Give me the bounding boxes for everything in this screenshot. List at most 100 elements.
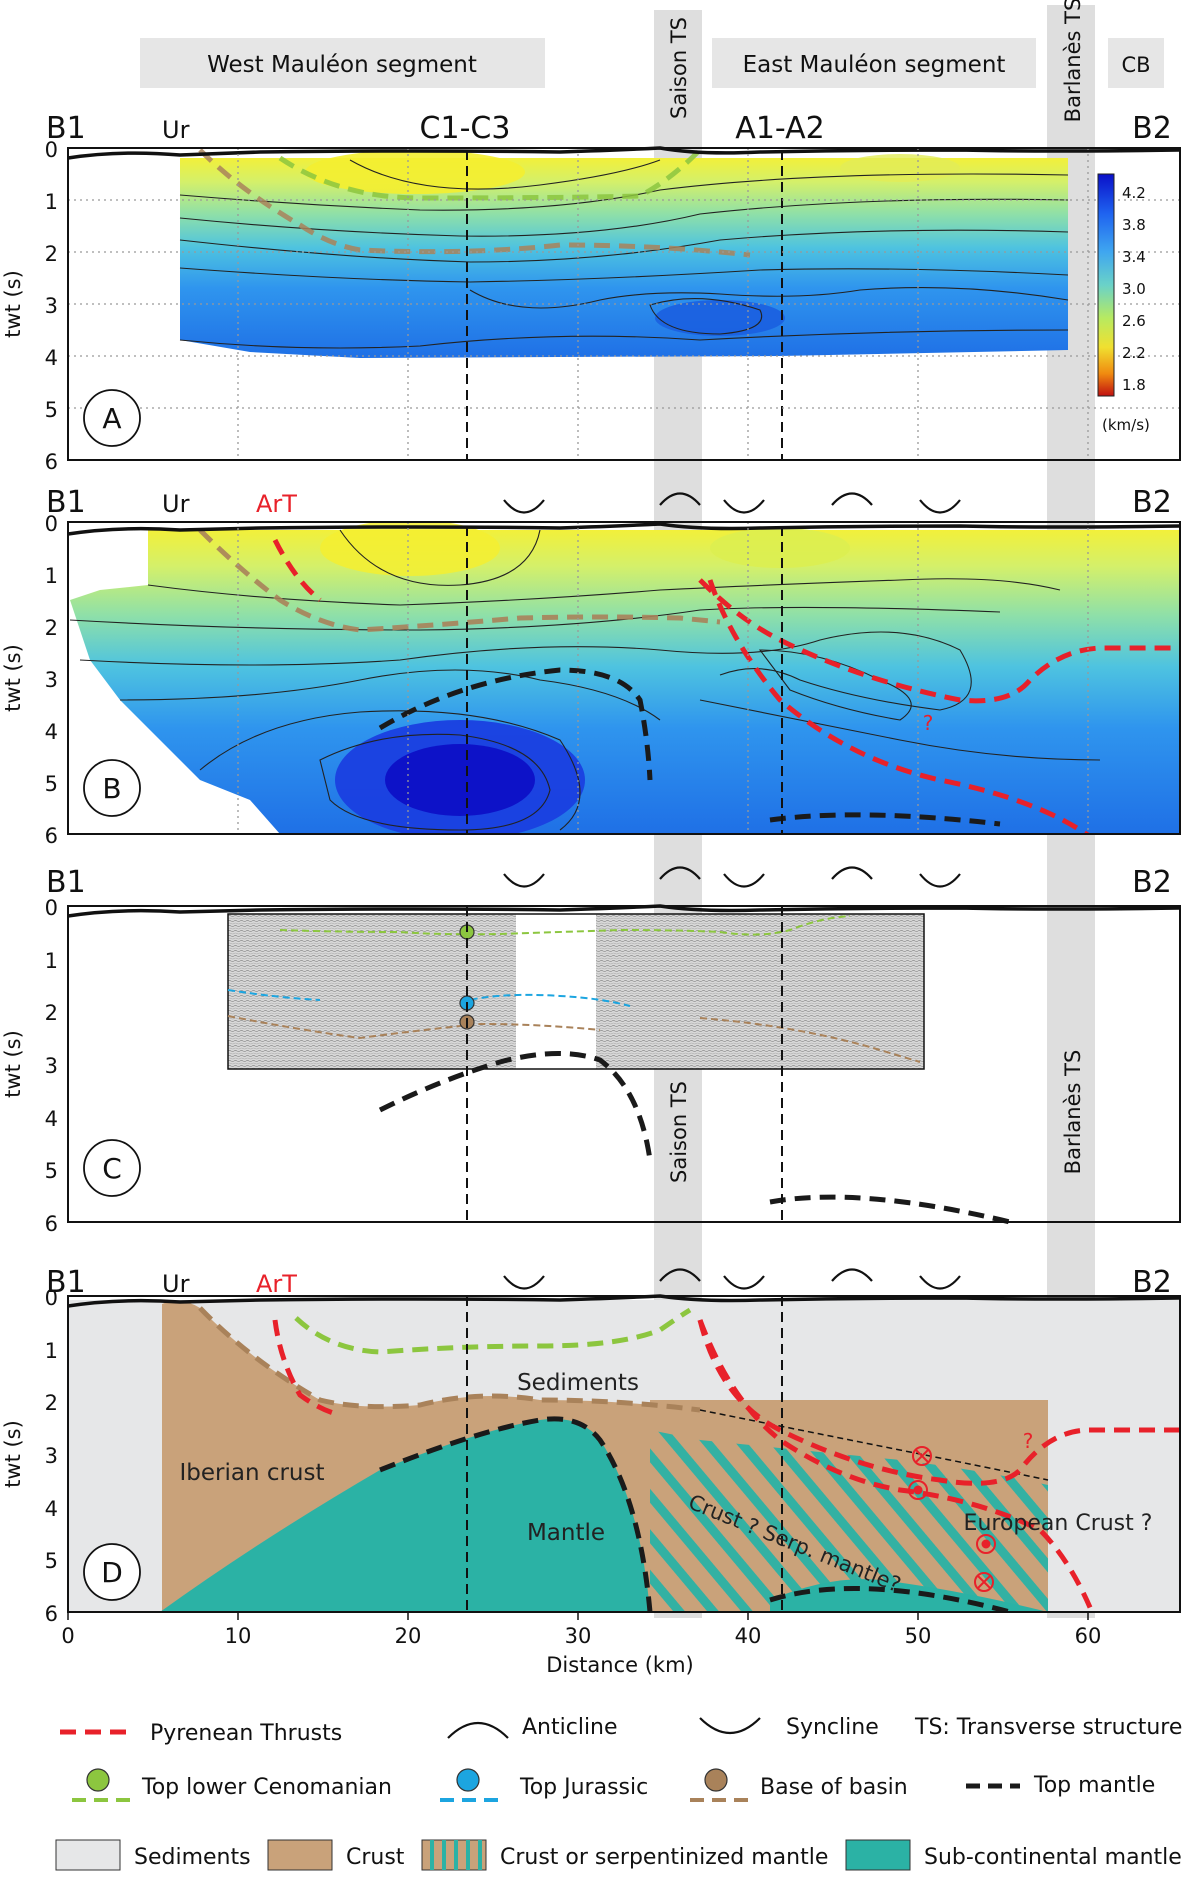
syncline-symbol — [503, 499, 545, 514]
contours-b — [69, 529, 1101, 831]
xtick-2: 20 — [395, 1624, 422, 1648]
anticline-symbol — [659, 866, 701, 880]
legend-jurassic: Top Jurassic — [519, 1775, 648, 1800]
ytick-b-2: 2 — [45, 616, 58, 640]
frame-a — [67, 147, 1181, 461]
top-mantle-c — [378, 1050, 653, 1161]
legend-cenomanian-dot — [86, 1768, 110, 1792]
legend-sediments-swatch — [55, 1839, 121, 1871]
topography-b — [67, 522, 1181, 536]
top-cenomanian-c — [279, 915, 851, 936]
anticline-symbol — [659, 492, 701, 506]
cb-tick-5: 2.2 — [1122, 344, 1146, 362]
syncline-symbol — [723, 1275, 765, 1290]
label-ur-d: Ur — [162, 1270, 190, 1298]
topography-a — [67, 146, 1181, 160]
ytick-c-3: 3 — [45, 1054, 58, 1078]
frame-b — [67, 521, 1181, 835]
legend: Pyrenean Thrusts Anticline Syncline TS: … — [55, 1715, 1182, 1871]
panel-a: B1 Ur C1-C3 A1-A2 B2 — [46, 111, 1181, 461]
legend-sediments: Sediments — [134, 1845, 251, 1870]
xtick-5: 50 — [905, 1624, 932, 1648]
thrust-art-b — [272, 538, 322, 602]
cb-tick-1: 3.8 — [1122, 216, 1146, 234]
ytick-d-1: 1 — [45, 1339, 58, 1363]
base-of-basin-east-d — [699, 1409, 1049, 1481]
barlanes-ts-label-c: Barlanès TS — [1061, 1050, 1085, 1175]
legend-thrusts: Pyrenean Thrusts — [150, 1721, 342, 1746]
legend-anticline: Anticline — [522, 1715, 618, 1740]
legend-ts: TS: Transverse structure — [914, 1715, 1182, 1740]
syncline-symbol — [919, 1275, 961, 1290]
panel-d: B1 Ur ArT B2 Sediments Iberian crust Man… — [46, 1265, 1181, 1613]
label-b1-d: B1 — [46, 1265, 86, 1300]
ytick-c-4: 4 — [45, 1107, 58, 1131]
velocity-model-b — [70, 530, 1180, 834]
fold-symbols-b — [503, 492, 961, 514]
xtick-3: 30 — [565, 1624, 592, 1648]
label-b2-b: B2 — [1132, 485, 1172, 520]
qmark-d: ? — [1023, 1429, 1034, 1453]
motion-out-of-page-dot — [981, 1539, 991, 1549]
motion-into-page-cross — [977, 1575, 991, 1589]
label-mantle-d: Mantle — [527, 1520, 605, 1546]
syncline-symbol — [723, 873, 765, 888]
frame-c — [67, 905, 1181, 1223]
ytick-a-5: 5 — [45, 398, 58, 422]
colorbar: 4.2 3.8 3.4 3.0 2.6 2.2 1.8 (km/s) — [1097, 173, 1150, 434]
crust-cap-fill — [650, 1400, 1048, 1485]
ytick-a-2: 2 — [45, 242, 58, 266]
cb-unit: (km/s) — [1102, 416, 1150, 434]
label-b1-c: B1 — [46, 865, 86, 900]
thrust-lower-b — [707, 579, 1091, 834]
legend-basin: Base of basin — [760, 1775, 908, 1800]
seismic-frame — [227, 913, 925, 1070]
top-cenomanian-d — [294, 1307, 692, 1355]
ylabel-d: twt (s) — [1, 1420, 25, 1488]
label-ur-b: Ur — [162, 490, 190, 518]
panel-label-c: C — [102, 1152, 122, 1185]
thrust-art-d — [272, 1319, 341, 1418]
ytick-d-6: 6 — [45, 1602, 58, 1626]
label-b2-d: B2 — [1132, 1265, 1172, 1300]
ytick-b-5: 5 — [45, 772, 58, 796]
ylabel-b: twt (s) — [1, 644, 25, 712]
east-segment-bar — [712, 38, 1036, 88]
velocity-model-a — [180, 158, 1068, 358]
top-cenomanian-a — [278, 148, 702, 201]
xlabel: Distance (km) — [546, 1653, 694, 1677]
ytick-b-6: 6 — [45, 824, 58, 848]
label-art-d: ArT — [256, 1270, 297, 1298]
xtick-0: 0 — [61, 1624, 74, 1648]
qmark-b: ? — [923, 711, 934, 735]
label-iberian-crust: Iberian crust — [179, 1460, 324, 1486]
panel-label-d-circle — [83, 1543, 141, 1601]
legend-syncline: Syncline — [786, 1715, 879, 1740]
fold-symbols-c — [503, 866, 961, 888]
ytick-b-3: 3 — [45, 668, 58, 692]
low-velocity-east-a — [840, 154, 960, 182]
cb-tick-4: 2.6 — [1122, 312, 1146, 330]
frame-d — [67, 1295, 1181, 1613]
syncline-symbol — [919, 873, 961, 888]
ytick-d-4: 4 — [45, 1497, 58, 1521]
label-art-b: ArT — [256, 490, 297, 518]
syncline-symbol — [919, 499, 961, 514]
high-velocity-a — [655, 300, 785, 336]
top-mantle-b — [378, 667, 653, 781]
west-segment-label: West Mauléon segment — [207, 52, 477, 78]
panel-label-a: A — [102, 402, 121, 435]
high-velocity-core-b — [385, 744, 535, 816]
top-mantle-east-c — [769, 1194, 1011, 1225]
label-b2-c: B2 — [1132, 865, 1172, 900]
mantle-fill — [160, 1418, 650, 1612]
motion-into-page-icon — [912, 1446, 932, 1466]
x-axis-ticks — [67, 1612, 1089, 1620]
east-segment-label: East Mauléon segment — [743, 52, 1006, 78]
anticline-symbol — [831, 492, 873, 506]
x-axis: 0 10 20 30 40 50 60 Distance (km) — [61, 1612, 1101, 1677]
thrust-upper-d — [697, 1319, 1180, 1486]
legend-syncline-icon — [699, 1717, 761, 1734]
legend-crust-swatch — [267, 1839, 333, 1871]
